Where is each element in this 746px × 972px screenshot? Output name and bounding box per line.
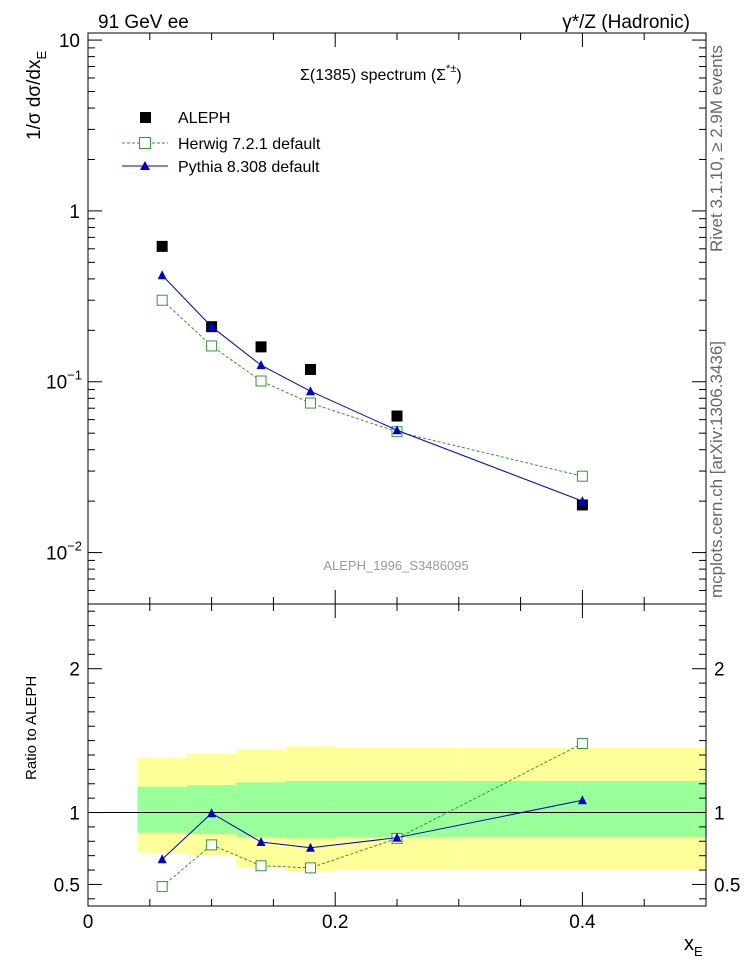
ratio-uncertainty-bands xyxy=(137,746,706,872)
main-y-tick-label: 10−2 xyxy=(46,539,82,565)
main-plot-panel: Σ(1385) spectrum (Σ*±) ALEPH_1996_S34860… xyxy=(24,31,707,605)
ratio-band-green xyxy=(236,782,286,837)
ratio-herwig-point xyxy=(576,737,588,749)
main-y-axis-label: 1/σ dσ/dxE xyxy=(24,51,49,141)
main-y-tick-label: 10−1 xyxy=(46,368,82,394)
main-herwig-point xyxy=(576,470,588,482)
ratio-herwig-point xyxy=(304,862,316,874)
main-herwig-line xyxy=(161,299,583,477)
legend-aleph-marker xyxy=(140,112,151,123)
ratio-series-group xyxy=(156,737,588,893)
main-y-tick-label: 1 xyxy=(69,202,80,223)
main-pythia-point xyxy=(256,360,266,370)
ratio-frame xyxy=(87,603,707,907)
ratio-y-tick-label-right: 0.5 xyxy=(714,875,740,896)
ratio-herwig-point xyxy=(255,860,267,872)
ratio-band-green xyxy=(458,780,706,837)
ratio-pythia-point xyxy=(256,837,266,847)
ratio-pythia-line xyxy=(161,799,583,860)
ratio-y-tick-label-right: 1 xyxy=(714,804,725,825)
main-series-group xyxy=(156,240,588,511)
main-pythia-point xyxy=(392,425,402,435)
header-left-label: 91 GeV ee xyxy=(98,12,189,33)
main-herwig-point xyxy=(156,294,168,306)
ratio-herwig-point xyxy=(206,839,218,851)
main-pythia-point xyxy=(157,270,167,280)
ratio-pythia-point xyxy=(392,832,402,842)
x-tick-label: 0 xyxy=(83,912,94,933)
mcplots-label: mcplots.cern.ch [arXiv:1306.3436] xyxy=(707,341,726,598)
main-aleph-point xyxy=(156,240,168,252)
legend-pythia-marker xyxy=(140,161,150,170)
ratio-band-green xyxy=(335,780,459,837)
legend: ALEPH Herwig 7.2.1 default Pythia 8.308 … xyxy=(122,110,321,176)
analysis-watermark: ALEPH_1996_S3486095 xyxy=(323,558,468,573)
main-herwig-point xyxy=(206,340,218,352)
legend-pythia-label: Pythia 8.308 default xyxy=(178,159,320,176)
main-axis-ticks: 10−2 10−1 1 10 xyxy=(46,31,707,605)
main-pythia-point xyxy=(207,321,217,331)
main-herwig-point xyxy=(304,397,316,409)
main-pythia-point xyxy=(577,496,587,506)
main-pythia-point xyxy=(305,386,315,396)
rivet-version-label: Rivet 3.1.10, ≥ 2.9M events xyxy=(707,45,726,252)
ratio-plot-panel: 0.5 0.5 1 1 2 2 0 0.2 0.4 Ratio to ALEPH xE xyxy=(23,604,740,959)
ratio-pythia-point xyxy=(207,808,217,818)
legend-herwig-marker xyxy=(139,137,151,149)
x-tick-label: 0.2 xyxy=(322,912,348,933)
ratio-y-tick-label-left: 0.5 xyxy=(54,875,80,896)
main-aleph-point xyxy=(391,410,403,422)
ratio-band-green xyxy=(137,786,187,833)
main-aleph-point xyxy=(255,341,267,353)
ratio-pythia-point xyxy=(157,854,167,864)
ratio-band-green xyxy=(285,780,336,839)
main-pythia-line xyxy=(161,274,583,502)
legend-aleph-label: ALEPH xyxy=(178,110,230,127)
main-herwig-point xyxy=(255,375,267,387)
ratio-pythia-point xyxy=(577,795,587,805)
plot-title: Σ(1385) spectrum (Σ*±) xyxy=(300,63,462,84)
ratio-y-axis-label: Ratio to ALEPH xyxy=(23,676,40,780)
main-aleph-point xyxy=(304,363,316,375)
ratio-y-tick-label-right: 2 xyxy=(714,660,725,681)
ratio-axis-ticks: 0.5 0.5 1 1 2 2 0 0.2 0.4 xyxy=(54,604,740,933)
ratio-pythia-point xyxy=(305,842,315,852)
x-axis-label: xE xyxy=(684,933,703,959)
legend-herwig-label: Herwig 7.2.1 default xyxy=(178,136,321,153)
ratio-herwig-point xyxy=(156,881,168,893)
header-right-label: γ*/Z (Hadronic) xyxy=(562,12,690,33)
main-y-tick-label: 10 xyxy=(59,31,80,52)
ratio-y-tick-label-left: 1 xyxy=(69,804,80,825)
x-tick-label: 0.4 xyxy=(569,912,596,933)
ratio-y-tick-label-left: 2 xyxy=(69,660,80,681)
